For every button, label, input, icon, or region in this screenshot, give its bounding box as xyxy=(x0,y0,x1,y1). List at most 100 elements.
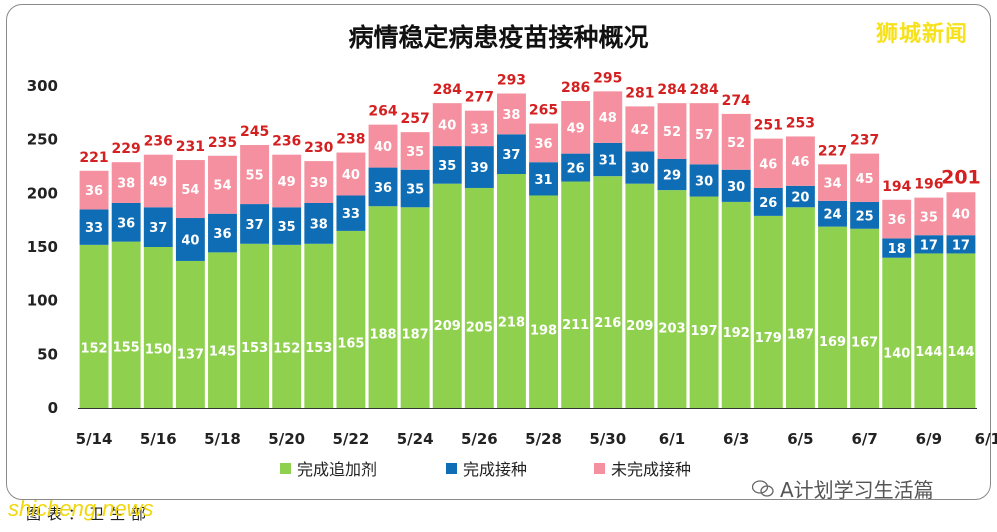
bar-segment-s0 xyxy=(946,253,976,408)
segment-label: 17 xyxy=(952,238,970,253)
total-label: 257 xyxy=(401,111,430,127)
segment-label: 31 xyxy=(535,173,553,188)
segment-label: 198 xyxy=(530,323,557,338)
bar-segment-s2 xyxy=(625,106,655,152)
x-tick-label: 5/30 xyxy=(589,430,626,448)
segment-label: 36 xyxy=(85,184,103,199)
x-tick-label: 5/16 xyxy=(140,430,177,448)
legend-swatch-not-completed xyxy=(594,462,605,474)
bar-segment-s1 xyxy=(336,195,366,231)
bar-segment-s0 xyxy=(400,207,430,408)
segment-label: 33 xyxy=(470,122,488,137)
bar-segment-s1 xyxy=(79,209,109,245)
bar-segment-s1 xyxy=(593,142,623,177)
y-tick-label: 150 xyxy=(27,238,58,256)
x-tick-label: 5/28 xyxy=(525,430,562,448)
bar-segment-s2 xyxy=(240,145,270,205)
segment-label: 153 xyxy=(241,341,268,356)
bar-segment-s2 xyxy=(143,154,173,208)
segment-label: 33 xyxy=(342,207,360,222)
segment-label: 31 xyxy=(599,154,617,169)
legend-swatch-completed xyxy=(446,462,457,474)
total-label: 284 xyxy=(689,82,718,98)
bar-segment-s1 xyxy=(432,146,462,184)
bar-segment-s2 xyxy=(561,101,591,154)
total-label: 196 xyxy=(914,177,943,193)
bar-segment-s2 xyxy=(368,124,398,168)
total-label: 293 xyxy=(497,73,526,89)
bar-segment-s2 xyxy=(593,91,623,143)
bar-segment-s0 xyxy=(175,260,205,408)
segment-label: 187 xyxy=(787,328,814,343)
bar-segment-s0 xyxy=(625,183,655,408)
total-label: 194 xyxy=(882,179,911,195)
segment-label: 144 xyxy=(915,345,942,360)
segment-label: 57 xyxy=(695,128,713,143)
x-tick-label: 5/14 xyxy=(76,430,113,448)
legend-swatch-booster xyxy=(280,462,291,474)
bar-segment-s2 xyxy=(946,192,976,236)
legend: 完成追加剂 完成接种 未完成接种 xyxy=(0,456,997,480)
segment-label: 205 xyxy=(466,321,493,336)
bar-segment-s0 xyxy=(111,241,141,408)
segment-label: 144 xyxy=(947,345,974,360)
segment-label: 35 xyxy=(438,159,456,174)
bar-segment-s1 xyxy=(721,169,751,202)
x-tick-label: 5/22 xyxy=(333,430,370,448)
total-label: 277 xyxy=(465,90,494,106)
segment-label: 49 xyxy=(149,175,167,190)
x-tick-label: 6/7 xyxy=(851,430,877,448)
segment-label: 39 xyxy=(310,176,328,191)
x-tick-label: 5/24 xyxy=(397,430,434,448)
bar-segment-s2 xyxy=(818,164,847,201)
segment-label: 209 xyxy=(434,319,461,334)
bars: 152 33 36 221 155 36 38 229 150 37 49 236 137 40 54 231… xyxy=(79,70,981,408)
total-label: 230 xyxy=(304,140,333,156)
total-label: 238 xyxy=(336,132,365,148)
bar-segment-s2 xyxy=(464,110,494,147)
segment-label: 150 xyxy=(145,342,172,357)
segment-label: 192 xyxy=(723,326,750,341)
segment-label: 179 xyxy=(755,331,782,346)
total-label: 221 xyxy=(79,150,108,166)
bar-segment-s2 xyxy=(657,103,687,159)
bar-segment-s0 xyxy=(657,190,687,408)
bar-segment-s1 xyxy=(400,169,430,208)
segment-label: 26 xyxy=(759,196,777,211)
y-tick-label: 0 xyxy=(48,399,58,417)
segment-label: 35 xyxy=(278,220,296,235)
bar-segment-s2 xyxy=(79,170,109,210)
watermark-right: A计划学习生活篇 xyxy=(752,474,934,503)
segment-label: 169 xyxy=(819,335,846,350)
bar-segment-s0 xyxy=(689,196,719,408)
bar-segment-s0 xyxy=(818,226,847,408)
x-axis: 5/14 5/16 5/18 5/20 5/22 5/24 5/26 5/28 5/30 6/1 6… xyxy=(76,408,997,448)
segment-label: 37 xyxy=(246,218,264,233)
bar-segment-s1 xyxy=(657,158,687,191)
bar-segment-s0 xyxy=(368,206,398,408)
segment-label: 54 xyxy=(181,183,199,198)
bar-segment-s1 xyxy=(914,235,944,254)
y-tick-label: 100 xyxy=(27,292,58,310)
x-tick-label: 6/9 xyxy=(916,430,942,448)
y-tick-label: 200 xyxy=(27,184,58,202)
bar-segment-s0 xyxy=(529,195,559,408)
bar-segment-s0 xyxy=(304,243,334,408)
total-label: 237 xyxy=(850,133,879,149)
bar-segment-s2 xyxy=(689,103,719,165)
total-label: 231 xyxy=(176,139,205,155)
wechat-icon xyxy=(752,479,774,497)
segment-label: 155 xyxy=(113,340,140,355)
legend-label-booster: 完成追加剂 xyxy=(297,460,378,479)
segment-label: 24 xyxy=(823,208,841,223)
bar-segment-s1 xyxy=(946,235,976,254)
segment-label: 37 xyxy=(502,148,520,163)
legend-label-not-completed: 未完成接种 xyxy=(611,460,692,479)
bar-segment-s1 xyxy=(175,218,205,261)
bar-segment-s2 xyxy=(400,132,430,170)
y-axis: 0 50 100 150 200 250 300 xyxy=(27,77,58,417)
bar-segment-s0 xyxy=(272,244,302,408)
bar-segment-s0 xyxy=(593,176,623,408)
segment-label: 36 xyxy=(213,227,231,242)
segment-label: 36 xyxy=(374,181,392,196)
